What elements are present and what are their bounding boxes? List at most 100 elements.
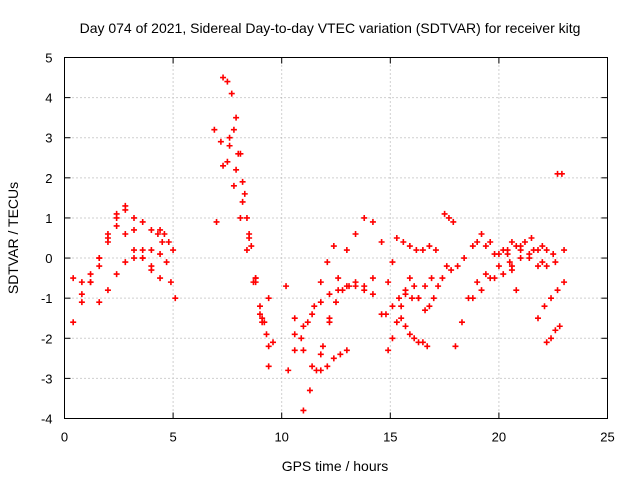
data-point [487,275,494,282]
plot-frame [64,57,608,419]
data-point [439,275,446,282]
data-points [70,74,568,414]
data-point [548,295,555,302]
series-arc-d1 [385,235,439,286]
data-point [452,343,459,350]
series-arc-a2 [70,202,155,286]
y-tick-label: 2 [45,171,52,186]
series-arc-c1 [283,214,385,370]
data-point [424,343,431,350]
data-point [131,226,138,233]
data-point [148,247,155,254]
data-point [534,315,541,322]
data-point [239,178,246,185]
data-point [335,275,342,282]
data-point [233,166,240,173]
data-point [291,347,298,354]
y-tick-label: 0 [45,251,52,266]
chart-title: Day 074 of 2021, Sidereal Day-to-day VTE… [80,20,581,36]
data-point [113,214,120,221]
data-point [361,214,368,221]
data-point [96,263,103,270]
series-arc-a4 [96,255,164,306]
data-point [317,279,324,286]
data-point [415,295,422,302]
data-point [385,347,392,354]
y-tick-labels: -4 -3 -2 -1 0 1 2 3 4 5 [41,51,53,427]
data-point [248,243,255,250]
data-point [304,319,311,326]
series-arc-a5 [154,230,179,302]
x-tick-labels: 0 5 10 15 20 25 [61,430,615,445]
data-point [311,303,318,310]
data-point [500,271,507,278]
data-point [402,323,409,330]
series-arc-c3 [300,283,385,414]
series-arc-c2 [285,243,337,374]
data-point [343,283,350,290]
data-point [104,287,111,294]
data-point [385,279,392,286]
data-point [378,239,385,246]
data-point [172,295,179,302]
data-point [343,347,350,354]
data-point [265,295,272,302]
data-point [543,339,550,346]
data-point [393,235,400,241]
data-point [224,158,231,165]
data-point [539,243,546,250]
series-arc-c4 [291,275,376,338]
data-point [400,239,407,246]
data-point [352,230,359,237]
data-point [241,190,248,197]
data-point [139,255,146,262]
data-point [361,283,368,290]
data-point [469,243,476,250]
series-arc-e7 [534,279,568,322]
data-point [291,331,298,338]
data-point [226,142,233,149]
data-point [270,339,277,346]
series-arc-e9 [554,170,565,177]
data-point [122,230,129,237]
data-point [285,367,292,374]
y-tick-label: 1 [45,211,52,226]
data-point [122,202,129,209]
data-point [122,259,129,266]
data-point [426,303,433,310]
data-point [246,230,253,237]
data-point [517,255,524,262]
x-tick-label: 15 [383,430,397,445]
data-point [239,198,246,205]
data-point [450,218,457,225]
data-point [335,287,342,294]
data-point [491,251,498,258]
data-point [530,247,537,254]
data-point [419,339,426,346]
data-point [139,218,146,225]
data-point [237,214,244,221]
y-tick-label: 5 [45,51,52,66]
data-point [445,214,452,221]
data-point [441,210,448,217]
data-point [300,407,307,414]
data-point [228,90,235,97]
data-point [131,255,138,262]
data-point [220,162,227,169]
data-point [382,311,389,318]
x-tick-label: 0 [61,430,68,445]
data-point [389,259,396,266]
data-point [558,170,565,177]
data-point [482,271,489,278]
data-point [402,287,409,294]
series-arc-e5 [474,239,559,270]
y-tick-label: -1 [41,291,53,306]
y-tick-label: -2 [41,331,53,346]
data-point [157,226,164,233]
data-point [148,263,155,270]
data-point [443,263,450,270]
data-point [157,251,164,258]
data-point [406,275,413,282]
data-point [539,259,546,266]
data-point [131,247,138,254]
